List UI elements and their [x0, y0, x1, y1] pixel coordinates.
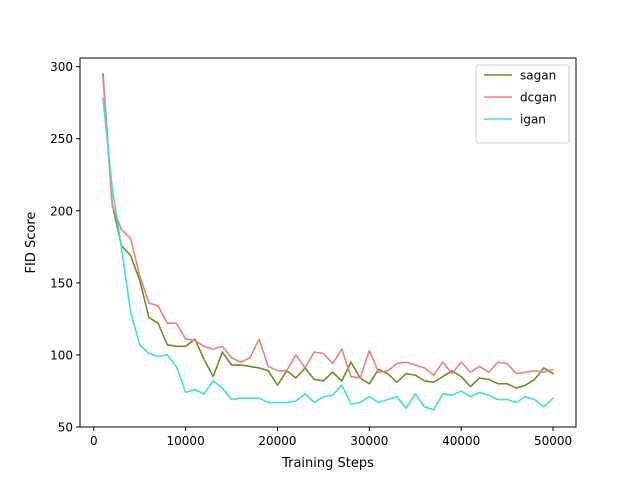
- plot-frame: [79, 57, 577, 428]
- legend-label-igan: igan: [520, 113, 546, 127]
- legend-label-sagan: sagan: [520, 69, 556, 83]
- y-tick-label: 150: [50, 276, 73, 290]
- y-tick-label: 100: [50, 348, 73, 362]
- x-axis: 0 10000 20000 30000 40000 50000: [90, 427, 572, 448]
- series-line-sagan: [102, 73, 554, 389]
- y-tick-label: 250: [50, 132, 73, 146]
- x-tick-label: 20000: [258, 434, 296, 448]
- y-tick-label: 300: [50, 60, 73, 74]
- y-tick-label: 50: [58, 421, 73, 435]
- x-tick-label: 30000: [350, 434, 388, 448]
- series-line-dcgan: [102, 75, 554, 379]
- series-line-igan: [102, 97, 554, 411]
- series-layer: [102, 73, 554, 411]
- legend-label-dcgan: dcgan: [520, 91, 557, 105]
- y-axis: 50 100 150 200 250 300: [50, 60, 80, 435]
- legend-box: [475, 64, 570, 144]
- x-tick-label: 50000: [534, 434, 572, 448]
- x-tick-label: 10000: [167, 434, 205, 448]
- y-axis-label: FID Score: [24, 212, 39, 274]
- legend: sagan dcgan igan: [475, 64, 570, 144]
- y-tick-label: 200: [50, 204, 73, 218]
- x-tick-label: 0: [90, 434, 98, 448]
- x-tick-label: 40000: [442, 434, 480, 448]
- x-axis-label: Training Steps: [281, 456, 374, 471]
